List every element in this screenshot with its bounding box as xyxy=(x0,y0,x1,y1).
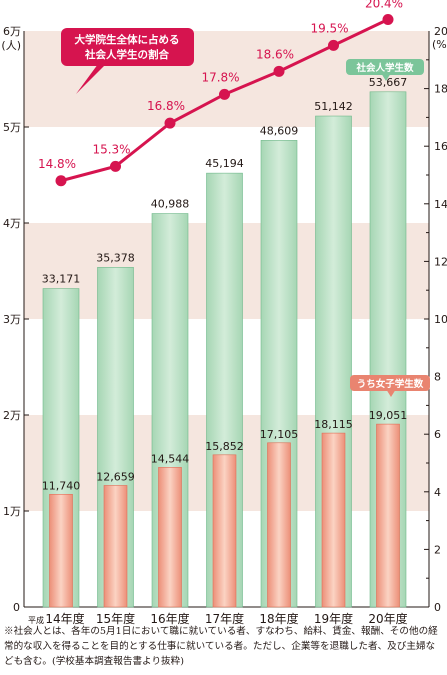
left-axis-tick-label: 1万 xyxy=(3,505,21,518)
bar-female-students xyxy=(158,467,182,608)
ratio-point xyxy=(164,117,176,129)
left-axis-tick-label: 3万 xyxy=(3,313,21,326)
left-axis-tick-label: 2万 xyxy=(3,409,21,422)
category-label: 17年度 xyxy=(205,611,244,626)
bar-female-students xyxy=(376,423,400,608)
bar-total-label: 51,142 xyxy=(314,100,353,113)
right-axis-tick-label: 2 xyxy=(434,543,441,556)
bar-callout-box xyxy=(346,59,424,75)
ratio-point xyxy=(110,160,121,172)
bar-series-callout: 社会人学生数 xyxy=(346,59,424,81)
line-callout-pointer xyxy=(76,64,106,94)
right-axis-tick-label: 10 xyxy=(434,313,447,326)
bar-female-students xyxy=(103,485,128,608)
ratio-label: 20.4% xyxy=(365,0,403,10)
category-label: 18年度 xyxy=(259,611,298,626)
line-callout-box xyxy=(61,28,194,66)
left-axis-unit: (人) xyxy=(1,39,21,52)
ratio-point xyxy=(219,88,230,100)
bar-female-students xyxy=(49,493,73,608)
left-axis-tick-label: 5万 xyxy=(3,121,21,134)
category-label: 15年度 xyxy=(96,611,135,626)
ratio-label: 14.8% xyxy=(38,157,76,171)
bar-female-students xyxy=(267,442,291,608)
ratio-label: 19.5% xyxy=(310,21,348,35)
left-axis-zero-label: 0 xyxy=(13,601,20,614)
category-label: 16年度 xyxy=(150,611,189,626)
line-callout-text: 社会人学生の割合 xyxy=(84,48,169,61)
ratio-point xyxy=(273,65,285,77)
category-label: 20年度 xyxy=(368,611,407,626)
female-callout-box xyxy=(350,375,430,391)
bar-female-label: 18,115 xyxy=(314,418,353,431)
bar-total-label: 33,171 xyxy=(42,273,81,286)
right-axis-tick-label: 16 xyxy=(434,140,447,153)
ratio-label: 18.6% xyxy=(256,47,294,61)
category-label: 19年度 xyxy=(314,611,353,626)
bar-female-label: 12,659 xyxy=(96,470,135,483)
bar-female-label: 15,852 xyxy=(205,440,244,453)
ratio-point xyxy=(55,175,67,187)
bar-female-label: 11,740 xyxy=(42,479,81,492)
female-series-callout: うち女子学生数 xyxy=(350,375,430,397)
right-axis-tick-label: 4 xyxy=(434,486,441,499)
bar-female-students xyxy=(212,454,237,608)
line-callout-text: 大学院生全体に占める xyxy=(75,33,180,46)
category-label: 14年度 xyxy=(45,611,84,626)
right-axis-zero-label: 0 xyxy=(434,601,441,614)
ratio-label: 15.3% xyxy=(92,142,130,156)
right-axis-unit: (%) xyxy=(432,38,447,51)
bar-total-label: 45,194 xyxy=(205,157,244,170)
era-prefix-label: 平成 xyxy=(28,615,44,625)
ratio-label: 16.8% xyxy=(147,99,185,113)
female-callout-text: うち女子学生数 xyxy=(357,378,424,390)
bar-total-label: 53,667 xyxy=(369,76,408,89)
bar-total-label: 48,609 xyxy=(260,124,299,137)
left-axis-unit-top: 6万 xyxy=(3,25,21,38)
bar-female-students xyxy=(321,432,346,608)
bar-female-label: 17,105 xyxy=(260,428,299,441)
ratio-point xyxy=(328,39,339,51)
bar-callout-text: 社会人学生数 xyxy=(355,62,414,74)
right-axis-tick-label: 14 xyxy=(434,198,447,211)
right-axis-tick-label: 20 xyxy=(434,25,447,38)
ratio-label: 17.8% xyxy=(201,70,239,84)
left-axis-tick-label: 4万 xyxy=(3,217,21,230)
bar-total-label: 35,378 xyxy=(96,251,135,264)
bar-female-label: 19,051 xyxy=(369,409,408,422)
ratio-point xyxy=(382,13,394,25)
bar-female-label: 14,544 xyxy=(151,452,190,465)
bar-total-label: 40,988 xyxy=(151,198,190,211)
footnote: ※社会人とは、各年の5月1日において職に就いている者、すなわち、給料、賃金、報酬… xyxy=(4,626,438,667)
right-axis-tick-label: 12 xyxy=(434,255,447,268)
right-axis-tick-label: 18 xyxy=(434,83,447,96)
right-axis-tick-label: 6 xyxy=(434,428,441,441)
right-axis-tick-label: 8 xyxy=(434,371,441,384)
